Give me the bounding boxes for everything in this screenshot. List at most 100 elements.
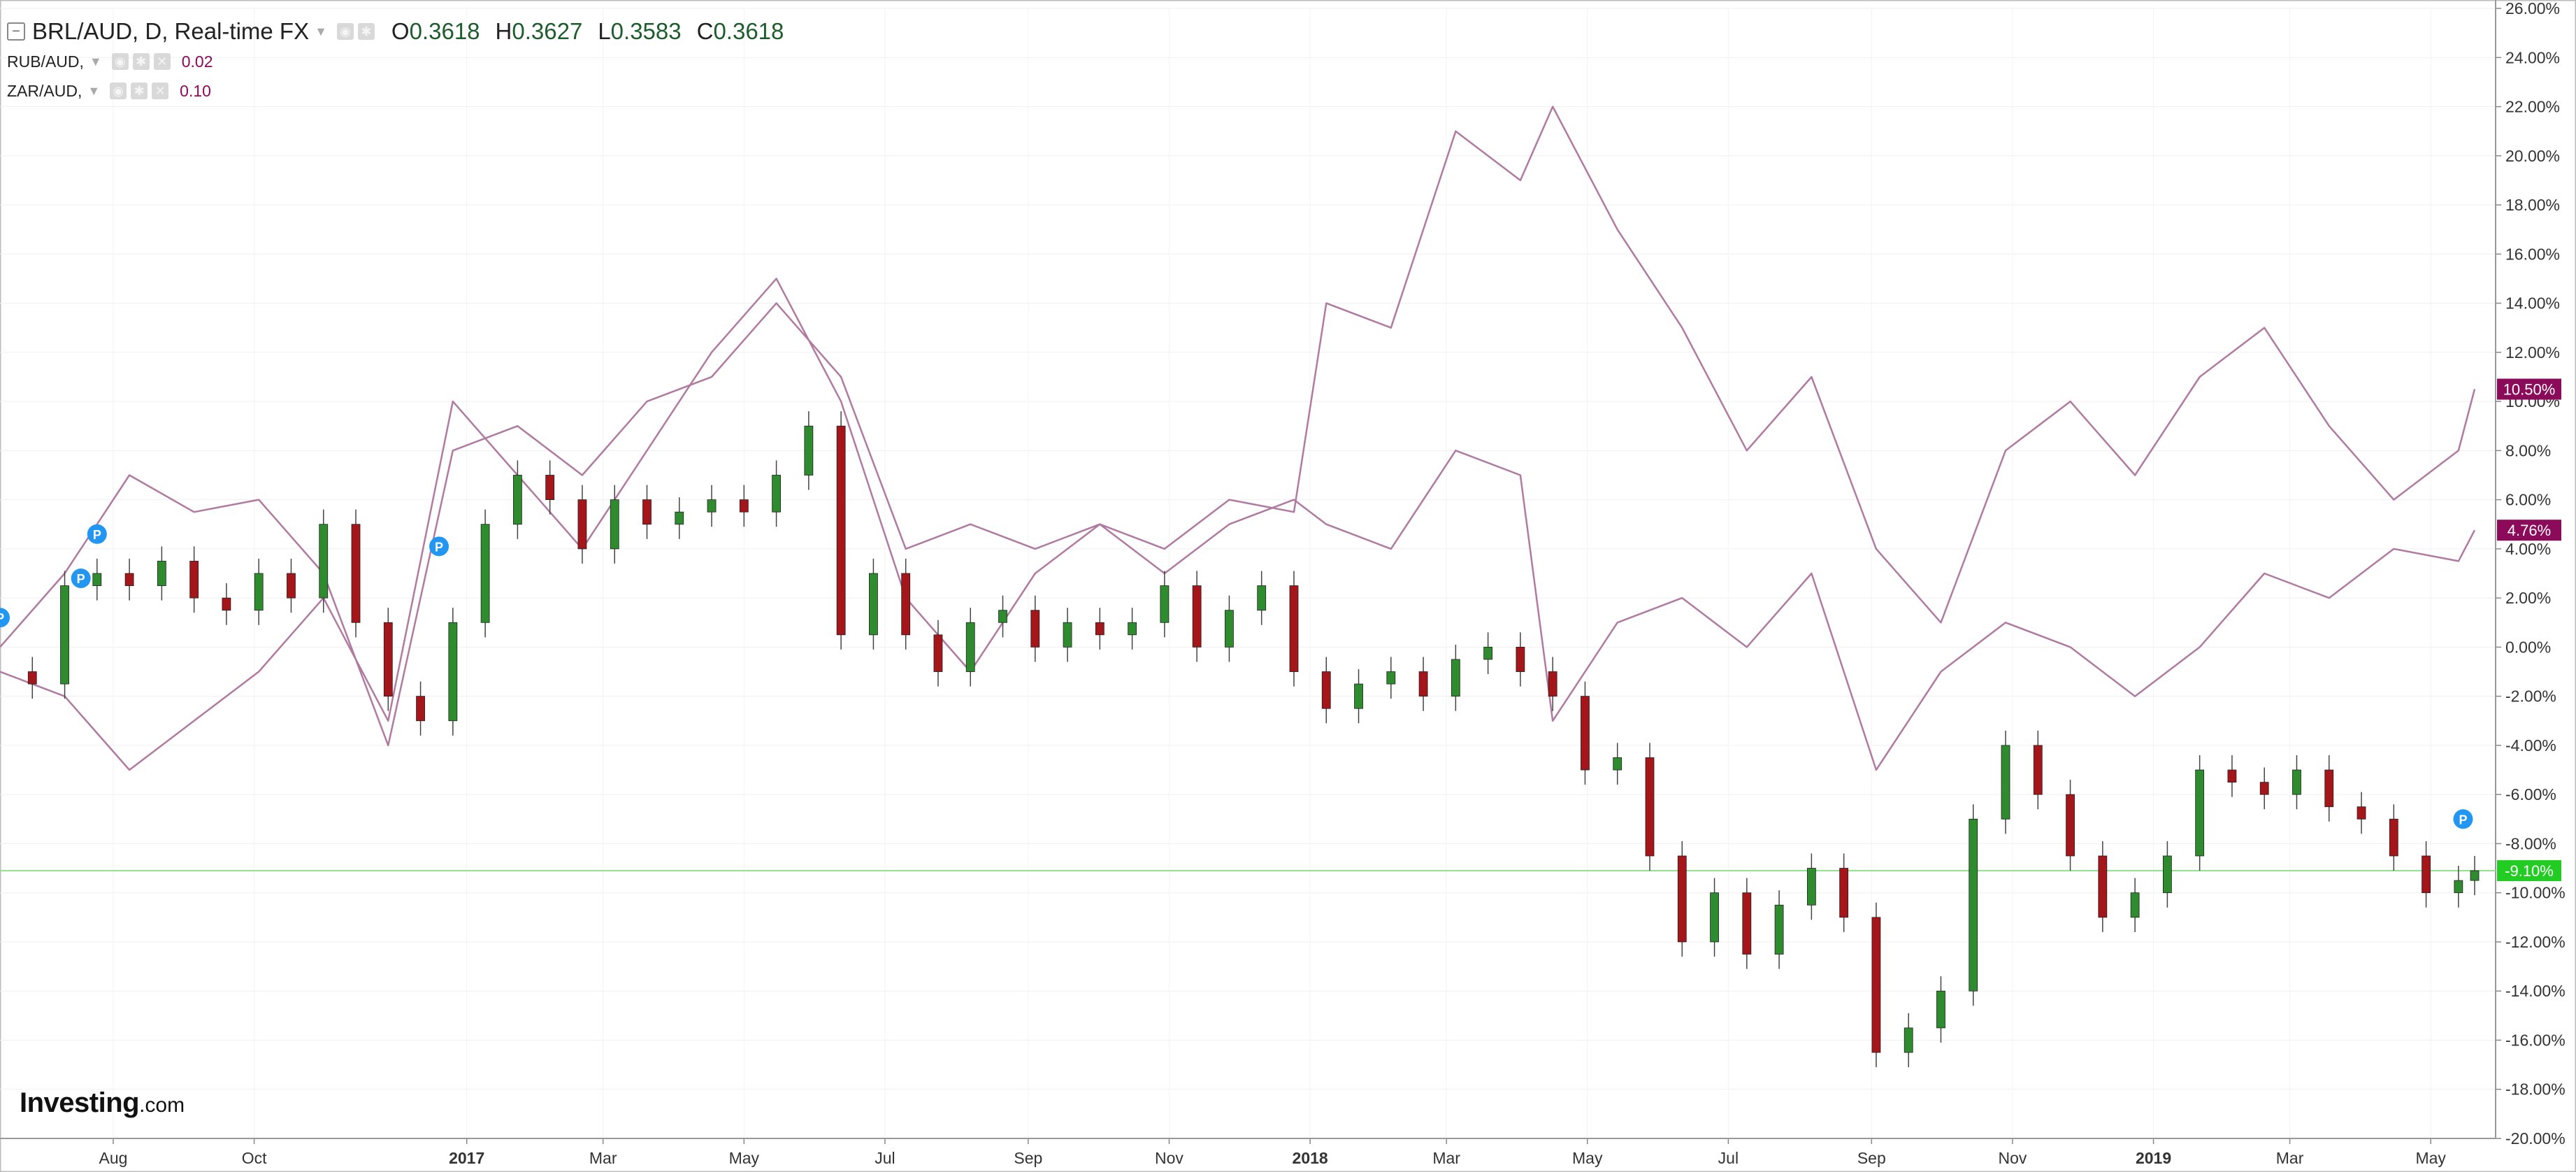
x-tick-label: Jul bbox=[875, 1149, 895, 1167]
candle-body bbox=[448, 622, 458, 722]
gear-icon[interactable]: ✱ bbox=[132, 53, 150, 70]
x-tick-label: May bbox=[2415, 1149, 2446, 1167]
candle-body bbox=[610, 499, 619, 550]
event-marker-icon[interactable] bbox=[87, 524, 107, 544]
candle-body bbox=[2259, 782, 2269, 795]
eye-icon[interactable]: ◉ bbox=[336, 23, 354, 40]
candle-body bbox=[1871, 917, 1881, 1053]
high-value: 0.3627 bbox=[512, 18, 583, 44]
last-value-label: 10.50% bbox=[2503, 381, 2556, 399]
candle-body bbox=[1774, 904, 1784, 955]
candle-body bbox=[222, 597, 231, 611]
y-tick-label: -6.00% bbox=[2505, 785, 2556, 803]
close-icon[interactable]: ✕ bbox=[153, 53, 171, 70]
legend-compare-symbol[interactable]: ZAR/AUD, bbox=[7, 81, 82, 100]
close-value: 0.3618 bbox=[713, 18, 784, 44]
candle-body bbox=[60, 585, 69, 685]
last-value-badge bbox=[2497, 520, 2561, 541]
y-tick-label: 24.00% bbox=[2505, 48, 2560, 66]
candle-body bbox=[2324, 769, 2334, 808]
gear-icon[interactable]: ✱ bbox=[357, 23, 375, 40]
legend-compare-value: 0.02 bbox=[181, 52, 213, 71]
open-value: 0.3618 bbox=[409, 18, 480, 44]
high-label: H bbox=[495, 18, 512, 44]
gear-icon[interactable]: ✱ bbox=[131, 83, 148, 99]
event-marker-icon[interactable] bbox=[2453, 809, 2473, 829]
candle-body bbox=[2356, 806, 2366, 820]
candle-body bbox=[1095, 622, 1104, 636]
y-tick-label: 4.00% bbox=[2505, 540, 2551, 558]
x-tick-label: 2018 bbox=[1293, 1149, 1328, 1167]
legend-compare-symbol[interactable]: RUB/AUD, bbox=[7, 52, 84, 71]
candle-body bbox=[1969, 818, 1978, 992]
event-marker-label: P bbox=[93, 528, 101, 542]
x-tick-label: May bbox=[729, 1149, 760, 1167]
y-tick-label: 14.00% bbox=[2505, 294, 2560, 313]
candle-body bbox=[319, 524, 329, 599]
close-icon[interactable]: ✕ bbox=[152, 83, 169, 99]
candle-body bbox=[1225, 610, 1234, 648]
event-marker-icon[interactable] bbox=[0, 608, 10, 628]
event-marker-icon[interactable] bbox=[71, 569, 91, 589]
chevron-down-icon[interactable]: ▼ bbox=[89, 54, 102, 69]
candle-body bbox=[1257, 585, 1267, 611]
legend-compare-rub: RUB/AUD, ▼ ◉ ✱ ✕ 0.02 bbox=[7, 48, 213, 76]
y-tick-label: 12.00% bbox=[2505, 343, 2560, 362]
last-value-badge bbox=[2497, 860, 2561, 882]
y-tick-label: 20.00% bbox=[2505, 147, 2560, 165]
eye-icon[interactable]: ◉ bbox=[111, 53, 129, 70]
candle-body bbox=[1386, 671, 1396, 685]
close-label: C bbox=[696, 18, 714, 44]
candle-body bbox=[545, 475, 555, 501]
candle-body bbox=[836, 425, 846, 636]
series-line-zar-aud bbox=[0, 278, 2476, 771]
y-tick-label: -8.00% bbox=[2505, 834, 2556, 852]
candle-body bbox=[1806, 868, 1816, 906]
event-marker-label: P bbox=[0, 611, 4, 625]
x-tick-label: Aug bbox=[99, 1149, 127, 1167]
candle-body bbox=[92, 573, 102, 586]
chevron-down-icon[interactable]: ▼ bbox=[315, 24, 327, 38]
candle-body bbox=[157, 561, 166, 586]
last-value-label: -9.10% bbox=[2505, 862, 2554, 880]
candle-body bbox=[254, 573, 264, 611]
event-marker-label: P bbox=[435, 540, 443, 554]
legend-symbol[interactable]: BRL/AUD, D, Real-time FX bbox=[32, 18, 310, 44]
candle-body bbox=[2470, 870, 2480, 881]
collapse-legend-icon[interactable]: − bbox=[7, 22, 25, 41]
candle-body bbox=[2389, 818, 2398, 857]
event-marker-icon[interactable] bbox=[429, 536, 449, 557]
candle-body bbox=[1063, 622, 1072, 648]
y-tick-label: 26.00% bbox=[2505, 0, 2560, 17]
candle-body bbox=[2066, 794, 2075, 857]
candle-body bbox=[1904, 1027, 1913, 1053]
candle-body bbox=[1548, 671, 1557, 697]
candles-group bbox=[27, 411, 2480, 1068]
candle-body bbox=[1030, 610, 1040, 648]
x-tick-label: Mar bbox=[589, 1149, 617, 1167]
candle-body bbox=[512, 475, 522, 525]
candle-body bbox=[1677, 855, 1687, 943]
y-tick-label: 18.00% bbox=[2505, 196, 2560, 214]
candle-body bbox=[2033, 745, 2043, 795]
candle-body bbox=[1936, 990, 1945, 1029]
y-tick-label: -4.00% bbox=[2505, 736, 2556, 755]
candle-body bbox=[2422, 855, 2431, 894]
candle-body bbox=[1483, 646, 1493, 660]
x-tick-label: Oct bbox=[242, 1149, 267, 1167]
x-tick-label: Sep bbox=[1014, 1149, 1042, 1167]
candle-body bbox=[804, 425, 814, 476]
candle-body bbox=[1128, 622, 1137, 636]
candle-body bbox=[1354, 683, 1363, 709]
candle-body bbox=[1839, 868, 1849, 918]
candle-body bbox=[1613, 757, 1622, 771]
candle-body bbox=[869, 573, 878, 636]
x-tick-label: Nov bbox=[1998, 1149, 2027, 1167]
candle-body bbox=[965, 622, 975, 672]
chevron-down-icon[interactable]: ▼ bbox=[87, 83, 101, 98]
eye-icon[interactable]: ◉ bbox=[110, 83, 127, 99]
candle-body bbox=[2454, 880, 2463, 894]
